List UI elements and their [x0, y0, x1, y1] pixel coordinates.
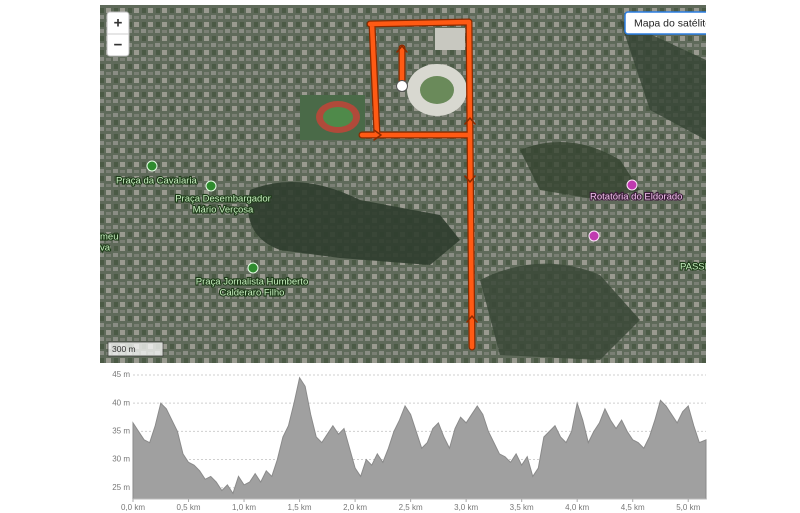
park-icon: [247, 262, 259, 274]
place-label: Praça Jornalista Humberto: [196, 277, 308, 288]
water: [248, 182, 460, 265]
x-tick-label: 1,5 km: [288, 503, 312, 512]
satellite-map[interactable]: Praça da Cavalaria Praça DesembargadorMár…: [100, 5, 711, 363]
park-icon: [205, 180, 217, 192]
elevation-chart: 25 m 30 m 35 m 40 m 45 m 0,0 km 0,5 km 1,0 km 1,…: [112, 370, 707, 512]
place-label: Praça Desembargador: [175, 194, 271, 205]
x-tick-label: 0,5 km: [177, 503, 201, 512]
place-label: Rotatória do Eldorado: [590, 192, 682, 203]
y-tick-label: 35 m: [112, 426, 130, 435]
y-tick-label: 25 m: [112, 483, 130, 492]
map-labels: Praça da Cavalaria Praça DesembargadorMár…: [100, 174, 711, 299]
stadium-pitch: [420, 76, 454, 104]
poi-icon: [626, 179, 638, 191]
x-tick-label: 4,0 km: [565, 503, 589, 512]
x-tick-label: 2,5 km: [399, 503, 423, 512]
water: [480, 263, 640, 360]
scale-label: 300 m: [112, 344, 136, 354]
layer-button[interactable]: Mapa do satélite: [634, 17, 711, 29]
y-tick-label: 45 m: [112, 370, 130, 379]
map-edge-mask: [706, 5, 800, 45]
place-label: Calderaro Filho: [220, 288, 285, 299]
y-tick-label: 30 m: [112, 455, 130, 464]
place-label: PASSE: [680, 262, 711, 273]
park-icon: [146, 160, 158, 172]
place-label: meu: [100, 232, 118, 243]
x-tick-label: 3,0 km: [454, 503, 478, 512]
y-tick-label: 40 m: [112, 398, 130, 407]
x-tick-label: 1,0 km: [232, 503, 256, 512]
building: [435, 28, 465, 50]
start-marker: [396, 80, 408, 92]
x-tick-label: 4,5 km: [621, 503, 645, 512]
x-tick-label: 2,0 km: [343, 503, 367, 512]
x-tick-label: 0,0 km: [121, 503, 145, 512]
poi-icon: [588, 230, 600, 242]
vegetation: [520, 142, 640, 200]
vegetation: [620, 20, 706, 140]
zoom-in-button[interactable]: +: [114, 14, 123, 31]
x-tick-label: 3,5 km: [510, 503, 534, 512]
place-label: Praça da Cavalaria: [116, 176, 198, 187]
zoom-out-button[interactable]: −: [114, 36, 123, 53]
place-label: Mário Verçosa: [193, 205, 254, 216]
pitch: [323, 107, 353, 127]
elevation-area: [132, 376, 707, 500]
route: [358, 18, 478, 351]
place-label: va: [100, 243, 111, 254]
x-tick-label: 5,0 km: [676, 503, 700, 512]
scale-bar: [107, 341, 164, 357]
